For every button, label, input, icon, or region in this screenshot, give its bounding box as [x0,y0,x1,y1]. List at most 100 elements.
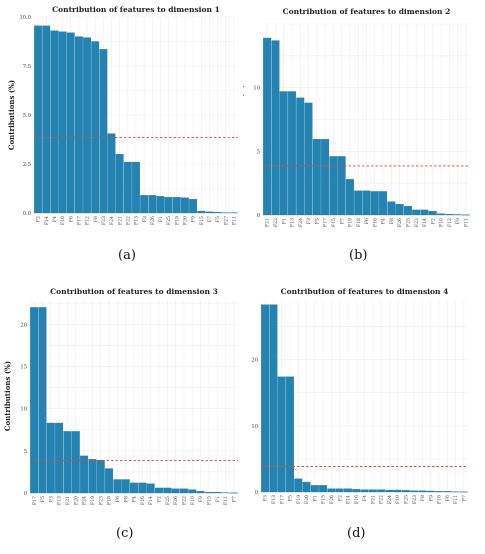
bar-F19 [89,459,97,493]
x-tick-label: F26 [397,218,403,227]
x-tick-label: F8 [389,218,395,224]
x-tick-label: F5 [40,496,46,502]
x-tick-label: F14 [346,495,352,504]
bar-F7 [338,156,346,215]
y-tick-label: 2.5 [23,162,31,168]
x-tick-label: F23 [414,218,420,227]
chart-title: Contribution of features to dimension 1 [52,5,220,14]
x-tick-label: F17 [279,495,285,504]
bar-F15 [198,211,206,213]
y-tick-label: 10 [253,86,260,92]
x-tick-label: F11 [463,218,469,227]
bar-F8 [388,202,396,215]
bar-F8 [122,480,130,493]
x-tick-label: F22 [379,495,385,504]
chart-title: Contribution of features to dimension 4 [281,287,449,296]
x-tick-label: F12 [85,216,91,225]
bar-F19 [173,197,181,213]
x-tick-label: F1 [312,495,318,501]
x-tick-label: F26 [150,216,156,225]
bar-F20 [72,431,80,493]
bar-F9 [189,199,197,213]
bar-F10 [437,214,445,215]
x-tick-label: F16 [372,218,378,227]
bar-F19 [294,479,302,492]
x-tick-label: F4 [381,218,387,224]
bar-F22 [272,41,280,215]
bar-F21 [369,490,377,492]
x-tick-label: F21 [117,216,123,225]
x-tick-label: F26 [329,495,335,504]
x-tick-label: F24 [387,495,393,504]
x-tick-label: F25 [406,218,412,227]
bar-F3 [305,103,313,215]
chart-title: Contribution of features to dimension 3 [50,287,218,296]
y-tick-label: 10 [20,407,27,413]
bar-F1 [157,196,165,213]
x-tick-label: F6 [68,216,74,222]
x-tick-label: F16 [140,496,146,505]
x-tick-label: F20 [183,216,189,225]
bar-F26 [149,195,157,213]
bar-F10 [188,490,196,493]
x-tick-label: F18 [107,496,113,505]
bar-F16 [352,489,360,492]
y-tick-label: 5 [257,149,260,155]
x-tick-label: F24 [82,496,88,505]
bar-F14 [147,484,155,493]
bar-F6 [363,191,371,215]
x-tick-label: F1 [281,218,287,224]
bar-F21 [64,431,72,493]
x-tick-label: F4 [362,495,368,501]
caption-b: (b) [349,248,367,263]
x-tick-label: F25 [404,495,410,504]
x-tick-label: F26 [173,496,179,505]
bar-F20 [303,482,311,492]
x-tick-label: F6 [364,218,370,224]
x-tick-label: F22 [182,496,188,505]
bar-F13 [288,91,296,215]
bar-F2 [429,211,437,215]
bar-F2 [155,488,163,493]
bar-F13 [132,162,140,213]
bar-F24 [80,456,88,493]
x-tick-label: F15 [321,495,327,504]
x-tick-label: F15 [199,216,205,225]
x-tick-label: F20 [73,496,79,505]
x-tick-label: F17 [323,218,329,227]
bar-F10 [59,32,67,213]
x-tick-label: F1 [215,496,221,502]
x-tick-label: F25 [165,496,171,505]
x-tick-label: F13 [271,495,277,504]
bar-F24 [386,490,394,492]
x-tick-label: F23 [412,495,418,504]
y-tick-label: 5.0 [23,113,31,119]
x-tick-label: F19 [174,216,180,225]
x-tick-label: F10 [439,218,445,227]
bar-F5 [286,377,294,492]
bar-F20 [181,198,189,213]
x-tick-label: F12 [447,218,453,227]
y-tick-label: 0 [255,490,258,496]
y-axis-label: Contributions (%) [7,80,16,150]
bar-F17 [30,307,38,493]
bar-F3 [261,305,269,492]
bar-F9 [427,491,435,492]
bar-F21 [263,38,271,215]
bar-F26 [328,489,336,492]
y-tick-label: 0 [257,213,260,219]
bar-F16 [138,483,146,493]
x-tick-label: F14 [148,496,154,505]
y-tick-label: 15 [20,364,27,370]
x-tick-label: F22 [273,218,279,227]
x-tick-label: F14 [422,218,428,227]
x-tick-label: F20 [304,495,310,504]
bar-F18 [435,491,443,492]
bar-F1 [280,91,288,215]
